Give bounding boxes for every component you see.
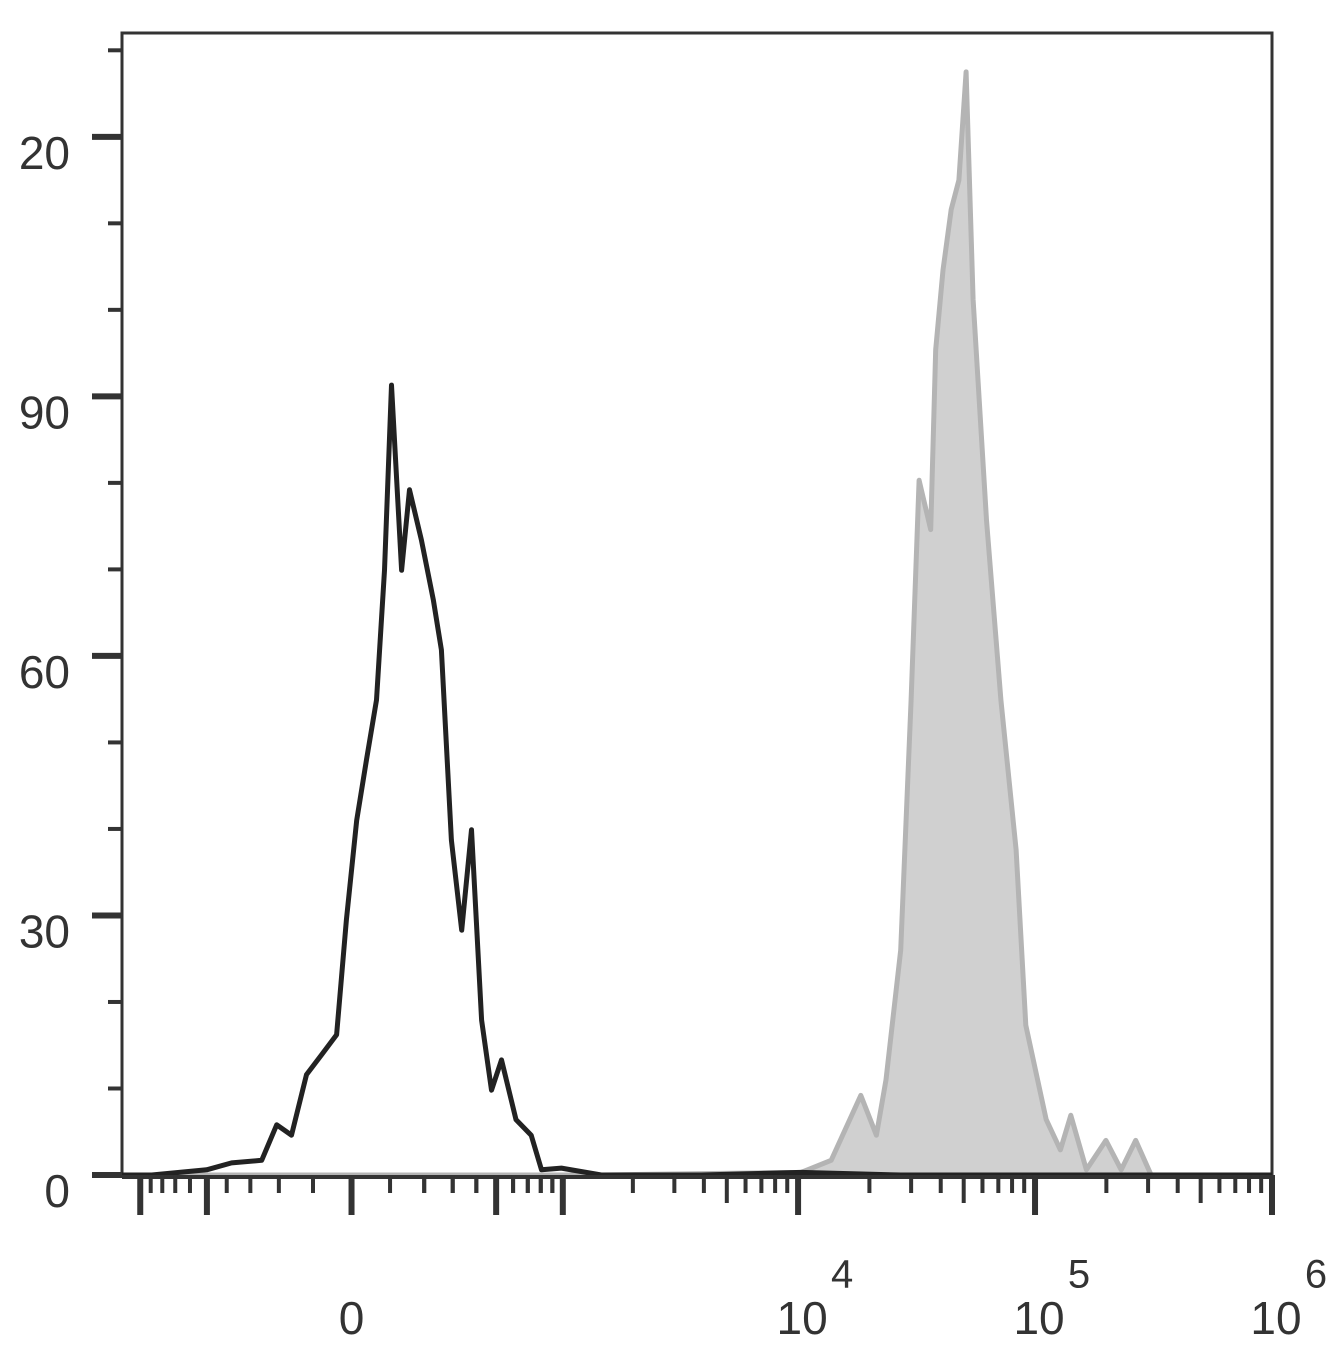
y-tick-label: 30 — [19, 906, 70, 958]
x-tick-exponent: 4 — [831, 1253, 853, 1297]
y-tick-label: 20 — [19, 127, 70, 179]
histogram-area — [122, 71, 1272, 1175]
histogram-line — [122, 382, 1272, 1178]
x-tick-exponent: 6 — [1305, 1253, 1327, 1297]
y-tick-label: 60 — [19, 646, 70, 698]
plot-frame — [120, 31, 1274, 1177]
y-tick-label: 0 — [44, 1165, 70, 1217]
x-tick-exponent: 5 — [1068, 1253, 1090, 1297]
x-tick-label: 10 — [776, 1292, 827, 1344]
histogram-line — [122, 69, 1272, 1178]
x-tick-label: 0 — [339, 1292, 365, 1344]
x-tick-label: 10 — [1250, 1292, 1301, 1344]
x-tick-label: 10 — [1013, 1292, 1064, 1344]
y-tick-label: 90 — [19, 387, 70, 439]
